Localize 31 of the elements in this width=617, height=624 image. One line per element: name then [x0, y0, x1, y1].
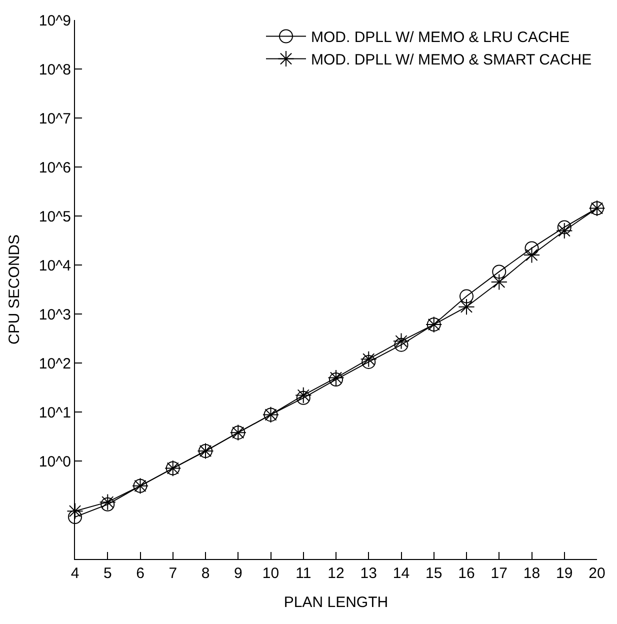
legend-label: MOD. DPLL W/ MEMO & SMART CACHE [311, 52, 592, 69]
x-tick-label: 5 [103, 565, 112, 582]
y-axis-title: CPU SECONDS [6, 234, 24, 345]
y-tick-label: 10^1 [38, 404, 71, 422]
y-tick-label: 10^0 [38, 453, 71, 470]
x-tick-label: 15 [426, 565, 442, 582]
x-tick-label: 9 [234, 565, 242, 582]
x-axis-title: PLAN LENGTH [284, 594, 388, 611]
x-tick-label: 6 [136, 565, 144, 582]
y-tick-label: 10^3 [38, 306, 71, 324]
x-tick-label: 18 [523, 565, 540, 582]
x-tick-label: 12 [328, 565, 344, 582]
x-tick-label: 10 [262, 565, 280, 582]
y-tick-label: 10^8 [38, 61, 71, 78]
x-tick-label: 8 [201, 565, 210, 582]
x-tick-label: 11 [296, 565, 312, 582]
x-tick-label: 7 [168, 565, 178, 582]
y-tick-label: 10^2 [38, 355, 71, 372]
y-tick-label: 10^9 [38, 12, 71, 30]
x-tick-label: 4 [70, 565, 80, 582]
x-tick-label: 17 [490, 565, 508, 582]
y-tick-label: 10^4 [38, 257, 71, 274]
y-tick-label: 10^6 [38, 159, 71, 176]
legend-label: MOD. DPLL W/ MEMO & LRU CACHE [311, 29, 570, 46]
x-tick-label: 14 [392, 565, 410, 582]
y-tick-label: 10^5 [38, 208, 71, 226]
x-tick-label: 13 [360, 565, 377, 582]
x-tick-label: 19 [556, 565, 573, 582]
y-tick-label: 10^7 [38, 110, 71, 128]
x-tick-label: 16 [458, 565, 475, 582]
x-tick-label: 20 [588, 565, 606, 582]
